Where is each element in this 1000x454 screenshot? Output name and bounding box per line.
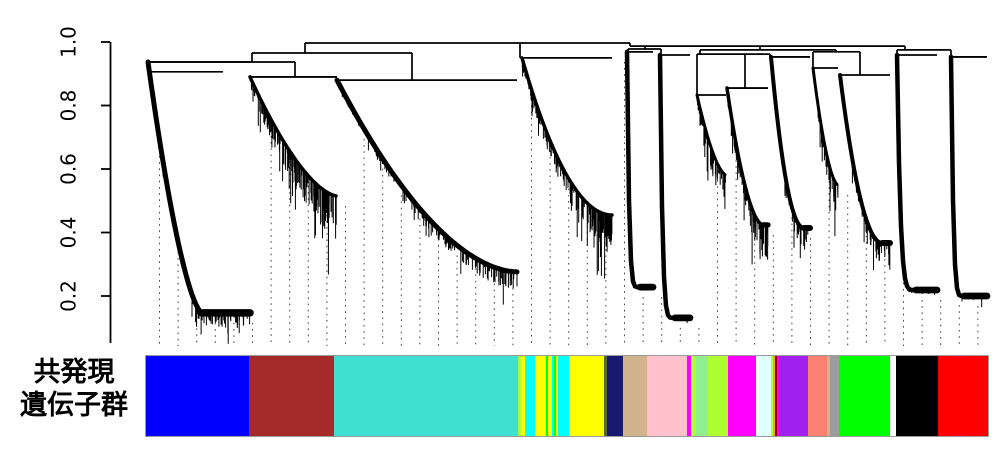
cluster-curve-red	[948, 54, 990, 299]
module-segment-black	[896, 356, 938, 436]
module-segment-green	[839, 356, 890, 436]
module-segment-grey	[830, 356, 839, 436]
module-segment-white	[756, 356, 758, 436]
module-segment-yellow	[569, 356, 604, 436]
module-segment-blue	[146, 356, 249, 436]
cluster-hairs-yellow	[521, 58, 613, 279]
module-segment-orange	[773, 356, 775, 436]
module-segment-yellow	[521, 356, 525, 436]
cluster-curve-blue	[145, 59, 253, 316]
module-segment-tan	[623, 356, 647, 436]
module-bar-label: 共発現 遺伝子群	[6, 356, 142, 422]
cluster-curve-magenta	[725, 86, 769, 227]
module-segment-cyan	[558, 356, 569, 436]
module-segment-yellow	[548, 356, 552, 436]
cluster-curve-turquoise	[334, 77, 520, 275]
y-tick-label: 0.6	[57, 153, 81, 185]
module-bar-label-line2: 遺伝子群	[20, 390, 128, 420]
module-segment-magenta	[777, 356, 779, 436]
cluster-hairs-magenta	[727, 91, 769, 265]
module-segment-white	[890, 356, 896, 436]
module-segment-lightcyan	[758, 356, 771, 436]
module-segment-lightgreen	[696, 356, 708, 436]
cluster-curve-salmon	[811, 66, 839, 186]
module-segment-cyan	[552, 356, 554, 436]
module-segment-greenyellow	[771, 356, 773, 436]
cluster-curve-pink	[657, 52, 693, 321]
module-segment-greenyellow	[691, 356, 696, 436]
module-segment-red	[938, 356, 988, 436]
module-segment-purple	[779, 356, 808, 436]
module-segment-pink	[647, 356, 687, 436]
module-segment-greenyellow	[518, 356, 521, 436]
cluster-curve-black	[894, 52, 940, 293]
module-bar-label-line1: 共発現	[33, 357, 115, 387]
cluster-hairs-salmon	[812, 69, 839, 237]
cluster-hairs-brown	[250, 80, 337, 275]
module-segment-magenta	[687, 356, 691, 436]
cluster-hairs-pink	[664, 299, 690, 324]
module-segment-brown	[249, 356, 334, 436]
module-segment-darkred	[775, 356, 777, 436]
module-segment-yellow	[535, 356, 546, 436]
cluster-hairs-black	[897, 125, 936, 295]
cluster-hairs-green	[840, 78, 891, 270]
module-segment-darkolivegreen	[604, 356, 607, 436]
module-segment-cyan	[525, 356, 535, 436]
module-segment-salmon	[808, 356, 827, 436]
y-tick-label: 0.2	[57, 280, 81, 312]
module-segment-green	[554, 356, 556, 436]
module-segment-midnightblue	[607, 356, 623, 436]
cluster-hairs-turquoise	[336, 80, 518, 305]
y-tick-label: 0.8	[57, 90, 81, 122]
y-tick-label: 0.4	[57, 217, 81, 249]
cluster-curve-yellow	[520, 56, 614, 217]
module-segment-greenyellow	[708, 356, 728, 436]
cluster-hairs-tan	[629, 228, 653, 291]
module-segment-green	[546, 356, 548, 436]
y-tick-label: 1.0	[57, 26, 81, 58]
cluster-hairs-blue	[147, 64, 251, 344]
module-color-bar	[145, 355, 989, 437]
module-segment-magenta	[728, 356, 756, 436]
cluster-hairs-red	[950, 74, 985, 308]
module-segment-yellow	[556, 356, 558, 436]
module-segment-tan	[827, 356, 830, 436]
cluster-hairs-greenyellow	[696, 95, 726, 209]
module-segment-turquoise	[334, 356, 518, 436]
cluster-hairs-purple	[770, 59, 809, 259]
